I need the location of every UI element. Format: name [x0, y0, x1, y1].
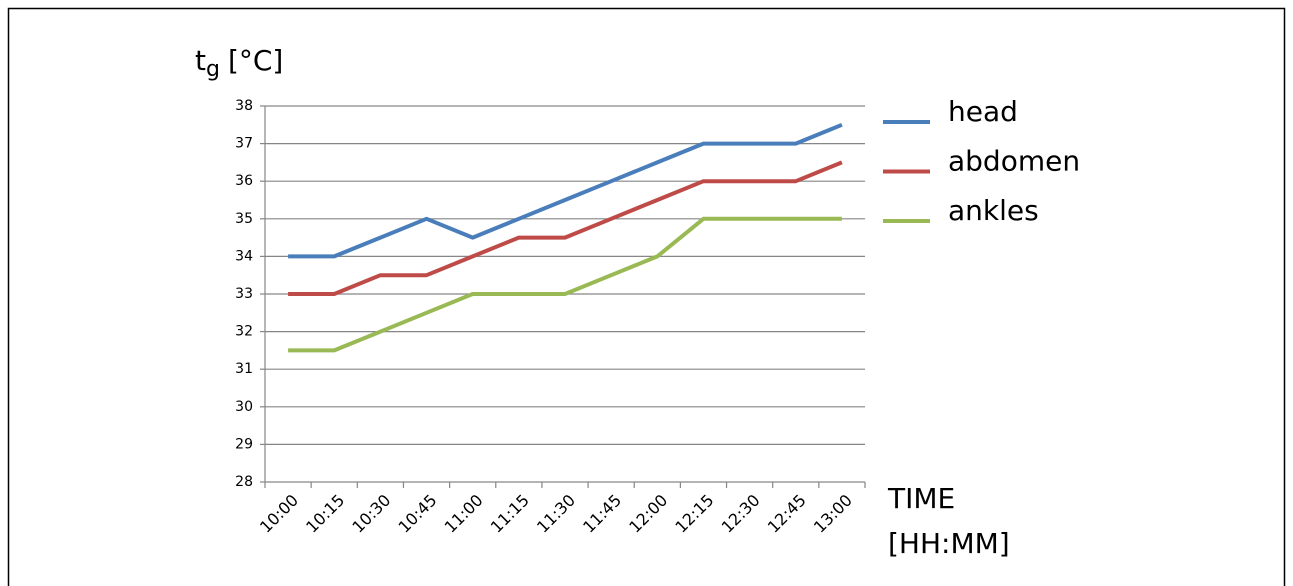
y-tick-label: 28: [235, 474, 253, 490]
legend-label: ankles: [948, 194, 1039, 227]
x-tick-label: 11:45: [579, 491, 625, 537]
y-axis-title: tg [°C]: [195, 44, 283, 82]
y-tick-label: 32: [235, 324, 253, 340]
x-tick-label: 12:45: [764, 491, 810, 537]
y-axis-title-main: t: [195, 44, 206, 77]
x-tick-label: 12:15: [671, 491, 717, 537]
frame: [7, 7, 1286, 586]
y-tick-label: 38: [235, 98, 253, 114]
x-tick-label: 10:45: [395, 491, 441, 537]
y-tick-label: 33: [235, 286, 253, 302]
x-tick-label: 11:30: [533, 491, 579, 537]
x-tick-label: 12:30: [718, 491, 764, 537]
y-tick-label: 31: [235, 361, 253, 377]
x-tick-label: 10:30: [348, 491, 394, 537]
x-tick-label: 11:00: [441, 491, 487, 537]
y-tick-label: 36: [235, 173, 253, 189]
x-axis-title: TIME: [887, 482, 955, 515]
x-axis-title: [HH:MM]: [888, 527, 1010, 560]
y-axis-title-unit: [°C]: [228, 44, 283, 77]
legend-label: head: [948, 95, 1018, 128]
series-line: [288, 216, 842, 353]
series-line: [288, 122, 843, 259]
x-tick-label: 13:00: [810, 491, 856, 537]
y-axis-title-subscript: g: [206, 57, 220, 82]
x-tick-label: 12:00: [625, 491, 671, 537]
legend-label: abdomen: [948, 145, 1080, 178]
x-tick-label: 10:00: [256, 491, 302, 537]
x-tick-label: 11:15: [487, 491, 533, 537]
y-tick-label: 29: [235, 436, 253, 452]
y-tick-label: 37: [235, 136, 253, 152]
y-tick-label: 30: [235, 399, 253, 415]
y-tick-label: 35: [235, 211, 253, 227]
series-line: [288, 160, 843, 296]
y-tick-label: 34: [235, 248, 253, 264]
x-tick-label: 10:15: [302, 491, 348, 537]
